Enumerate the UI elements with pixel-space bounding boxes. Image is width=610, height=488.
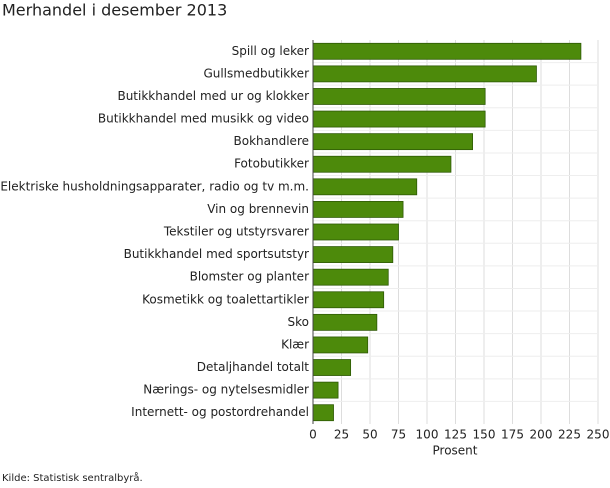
x-tick-label: 175	[501, 428, 524, 442]
y-tick-label: Butikkhandel med musikk og video	[98, 112, 309, 126]
bar	[312, 110, 486, 128]
y-tick-label: Butikkhandel med ur og klokker	[117, 89, 309, 103]
x-tick-label: 200	[530, 428, 553, 442]
bar	[312, 246, 394, 263]
y-tick-label: Gullsmedbutikker	[203, 66, 309, 80]
y-tick-label: Kosmetikk og toalettartikler	[142, 292, 309, 306]
y-tick-label: Vin og brennevin	[207, 202, 309, 216]
bar	[312, 178, 418, 196]
bar	[312, 223, 399, 241]
x-tick-label: 0	[309, 428, 317, 442]
x-tick-label: 100	[416, 428, 439, 442]
bar	[312, 268, 389, 286]
y-tick-label: Detaljhandel totalt	[197, 360, 310, 374]
y-tick-label: Blomster og planter	[190, 270, 309, 284]
bar	[312, 381, 339, 399]
y-tick-label: Nærings- og nytelsesmidler	[143, 383, 309, 397]
x-tick-label: 25	[334, 428, 349, 442]
bar	[312, 88, 486, 105]
x-tick-label: 75	[391, 428, 406, 442]
chart-title: Merhandel i desember 2013	[2, 1, 227, 20]
x-axis-label: Prosent	[433, 444, 478, 458]
y-tick-label: Tekstiler og utstyrsvarer	[163, 225, 309, 239]
bar	[312, 336, 369, 354]
x-tick-label: 225	[558, 428, 581, 442]
y-tick-label: Internett- og postordrehandel	[131, 405, 309, 419]
bar	[312, 291, 385, 309]
x-tick-label: 125	[444, 428, 467, 442]
bar	[312, 155, 452, 173]
x-tick-label: 250	[587, 428, 610, 442]
bar	[312, 133, 474, 151]
bar	[312, 65, 537, 83]
y-tick-label: Sko	[288, 315, 309, 329]
bar	[312, 313, 378, 331]
y-tick-label: Fotobutikker	[234, 157, 309, 171]
x-tick-label: 50	[362, 428, 377, 442]
x-tick-label: 150	[473, 428, 496, 442]
y-tick-label: Butikkhandel med sportsutstyr	[124, 247, 309, 261]
y-tick-label: Klær	[281, 337, 309, 351]
y-tick-label: Bokhandlere	[234, 134, 309, 148]
y-tick-label: Elektriske husholdningsapparater, radio …	[0, 179, 309, 193]
bar	[312, 404, 334, 422]
bar	[312, 42, 582, 60]
source: Kilde: Statistisk sentralbyrå.	[2, 471, 143, 484]
bar	[312, 359, 352, 376]
bar	[312, 201, 404, 218]
y-tick-label: Spill og leker	[232, 44, 309, 58]
